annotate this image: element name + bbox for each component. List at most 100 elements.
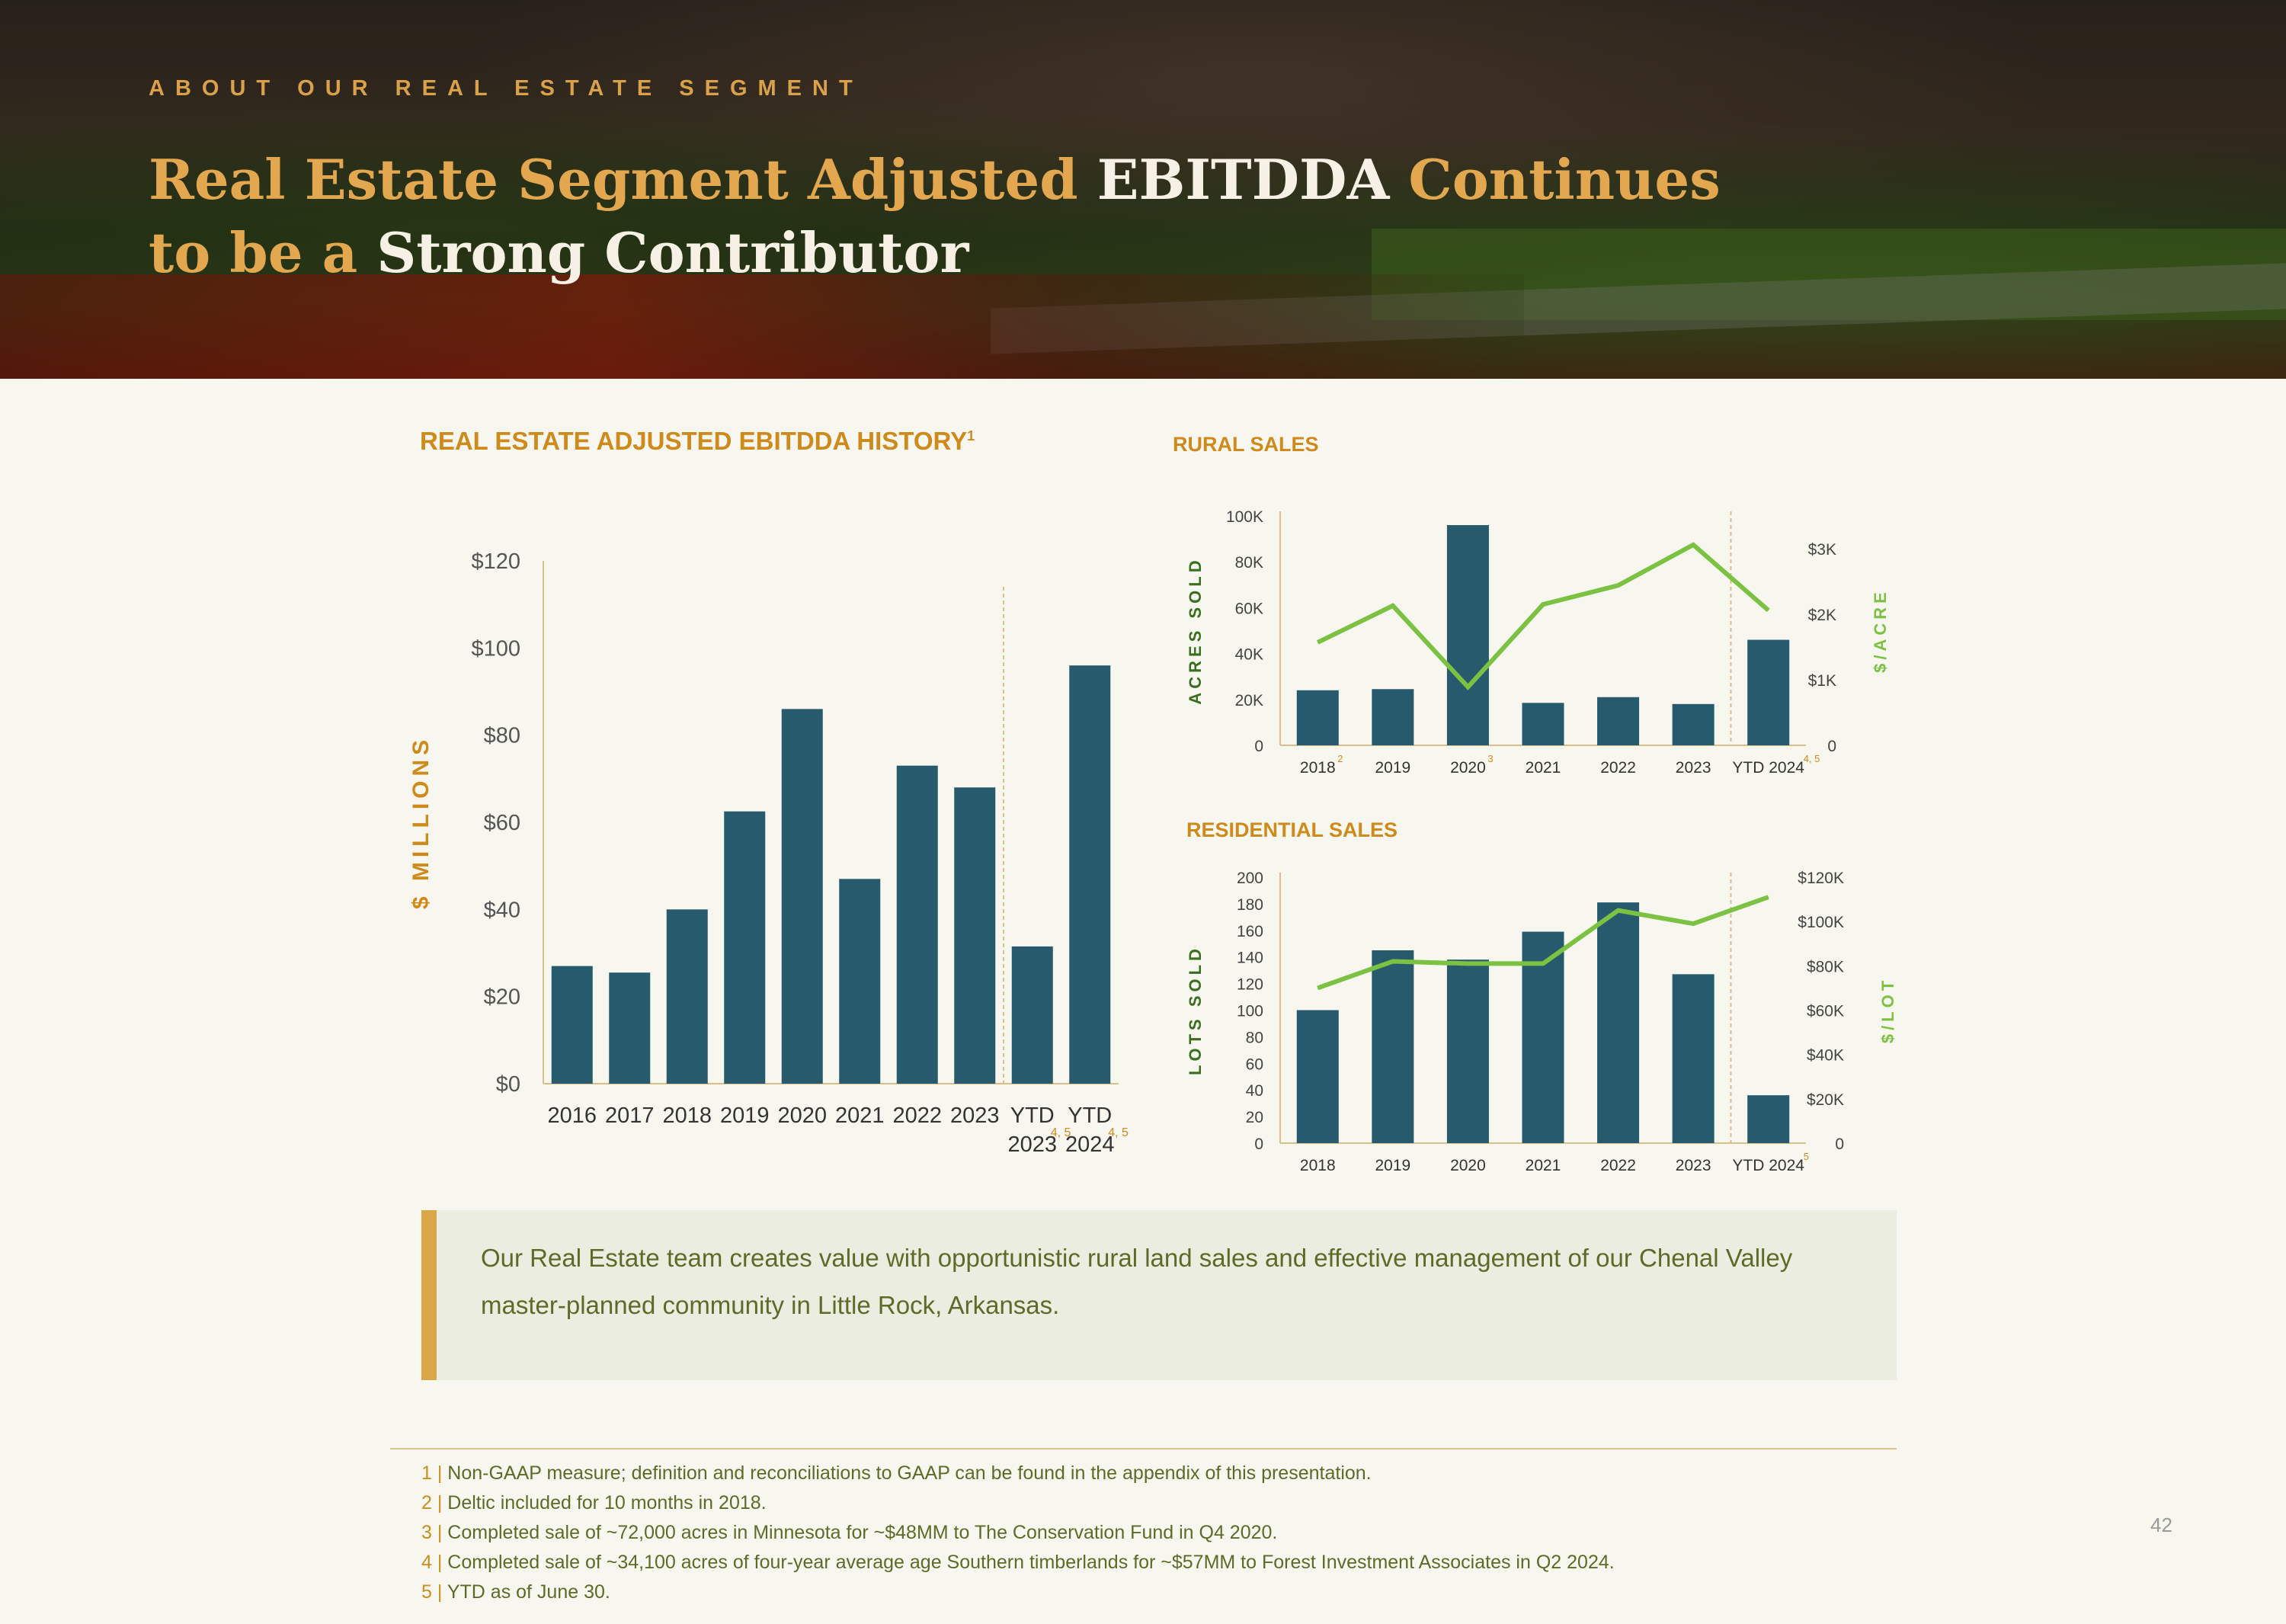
ebitdda-title-text: REAL ESTATE ADJUSTED EBITDDA HISTORY <box>420 427 968 455</box>
x-tick-label: YTD <box>1068 1103 1112 1128</box>
x-tick-label: 2016 <box>547 1103 597 1128</box>
y-tick-label-left: 60 <box>1246 1055 1263 1073</box>
x-tick-label: 2023 <box>1676 759 1711 777</box>
banner-overlay <box>0 0 2286 379</box>
rural-chart-title: RURAL SALES <box>1173 433 1319 456</box>
x-tick-label: 2024 <box>1065 1132 1115 1157</box>
footnote-text: Deltic included for 10 months in 2018. <box>447 1492 767 1513</box>
bar <box>1372 950 1414 1143</box>
banner-flowers <box>0 274 1524 379</box>
y-tick-label-right: 0 <box>1835 1136 1844 1153</box>
y-tick-label-right: $1K <box>1808 672 1836 690</box>
bar <box>1069 665 1111 1084</box>
y-tick-label-left: 80 <box>1246 1029 1263 1046</box>
footnote-text: YTD as of June 30. <box>447 1581 610 1603</box>
title-part: Real Estate Segment Adjusted <box>149 147 1097 212</box>
y-tick-label-right: $3K <box>1808 541 1836 559</box>
bar <box>1522 931 1564 1143</box>
bar <box>1296 1010 1339 1143</box>
y-tick-label-right: $80K <box>1807 958 1844 975</box>
y-tick-label-left: 140 <box>1237 950 1263 967</box>
y-tick-label: $20 <box>484 985 520 1010</box>
bar <box>1672 974 1714 1143</box>
title-part: Strong Contributor <box>376 220 969 285</box>
bar <box>1597 697 1640 745</box>
ebitdda-title-sup: 1 <box>967 428 975 444</box>
x-tick-superscript: 4, 5 <box>1051 1126 1071 1139</box>
title-part: to be a <box>149 220 377 285</box>
y-tick-label-left: 120 <box>1237 976 1263 994</box>
bar <box>666 909 708 1084</box>
y-tick-label-left: 20 <box>1246 1109 1263 1126</box>
line-point <box>1692 544 1694 546</box>
footnote: 3 | Completed sale of ~72,000 acres in M… <box>421 1522 1278 1543</box>
bar <box>954 787 996 1084</box>
y-axis-title: $ MILLIONS <box>408 735 434 909</box>
line-point <box>1542 963 1544 964</box>
title-part: EBITDDA <box>1097 147 1390 212</box>
y-tick-label: $100 <box>471 636 520 661</box>
bar <box>1747 639 1790 745</box>
bar <box>1446 525 1489 745</box>
x-tick-label: 2021 <box>835 1103 885 1128</box>
callout-box: Our Real Estate team creates value with … <box>421 1210 1897 1380</box>
line-point <box>1392 961 1394 963</box>
x-tick-label: 2018 <box>1300 1157 1336 1174</box>
y-tick-label-right: 0 <box>1827 738 1836 755</box>
x-tick-superscript: 3 <box>1487 753 1493 764</box>
header-banner: ABOUT OUR REAL ESTATE SEGMENT Real Estat… <box>0 0 2286 379</box>
y-tick-label-left: 160 <box>1237 923 1263 940</box>
residential-chart-title: RESIDENTIAL SALES <box>1186 818 1398 841</box>
x-tick-label: 2020 <box>1450 1157 1486 1174</box>
footnote-number: 1 <box>421 1462 432 1484</box>
bar <box>609 972 651 1084</box>
footnote-text: Completed sale of ~72,000 acres in Minne… <box>447 1522 1278 1543</box>
bar <box>1011 946 1053 1084</box>
x-tick-label: 2023 <box>1676 1157 1711 1174</box>
x-tick-label: 2021 <box>1526 1157 1561 1174</box>
bar <box>1672 703 1714 745</box>
line-point <box>1542 604 1544 605</box>
y-tick-label-left: 180 <box>1237 896 1263 914</box>
line-point <box>1768 896 1769 898</box>
y-tick-label: $80 <box>484 724 520 748</box>
footnote-text: Non-GAAP measure; definition and reconci… <box>447 1462 1372 1484</box>
footnote: 5 | YTD as of June 30. <box>421 1581 610 1603</box>
y-tick-label-left: 40 <box>1246 1082 1263 1100</box>
x-tick-superscript: 4, 5 <box>1108 1126 1129 1139</box>
y-tick-label-left: 100 <box>1237 1003 1263 1020</box>
y-tick-label-right: $100K <box>1798 914 1844 931</box>
x-tick-label: 2022 <box>1600 759 1636 777</box>
y-tick-label: $0 <box>496 1072 520 1097</box>
y-axis-title-left: ACRES SOLD <box>1186 556 1205 704</box>
y-tick-label-left: 200 <box>1237 870 1263 887</box>
y-tick-label: $40 <box>484 898 520 922</box>
x-tick-label: YTD 2024 <box>1732 759 1804 777</box>
y-tick-label-left: 100K <box>1226 508 1263 526</box>
bar <box>551 966 593 1084</box>
x-tick-superscript: 2 <box>1337 753 1343 764</box>
residential-sales-chart: 0 20 40 60 80 100 120 140 160 180 200 0 $20K $40K $60K… <box>1186 870 1897 1174</box>
y-tick-label-left: 20K <box>1235 692 1263 709</box>
banner-lawn <box>1372 229 2286 320</box>
y-tick-label-right: $20K <box>1807 1091 1844 1109</box>
page-number: 42 <box>2150 1513 2172 1536</box>
x-tick-label: 2017 <box>605 1103 655 1128</box>
bar <box>1446 959 1489 1143</box>
bar <box>724 811 766 1084</box>
x-tick-label: 2022 <box>1600 1157 1636 1174</box>
y-tick-label-right: $2K <box>1808 607 1836 624</box>
callout-accent-bar <box>421 1210 437 1380</box>
title-part: Continues <box>1389 147 1721 212</box>
ebitdda-bar-chart: $0 $20 $40 $60 $80 $100 $120 $ MILLIONS 2016 2017… <box>408 549 1129 1157</box>
footnote-number: 2 <box>421 1492 432 1513</box>
y-tick-label-right: $120K <box>1798 870 1844 887</box>
bar <box>1747 1095 1790 1143</box>
bar <box>781 709 823 1084</box>
x-tick-label: 2020 <box>777 1103 827 1128</box>
x-tick-label: 2020 <box>1450 759 1486 777</box>
footnote-number: 3 <box>421 1522 432 1543</box>
bar <box>1597 902 1640 1143</box>
y-tick-label-left: 0 <box>1254 1136 1263 1153</box>
x-tick-label: 2018 <box>1300 759 1336 777</box>
